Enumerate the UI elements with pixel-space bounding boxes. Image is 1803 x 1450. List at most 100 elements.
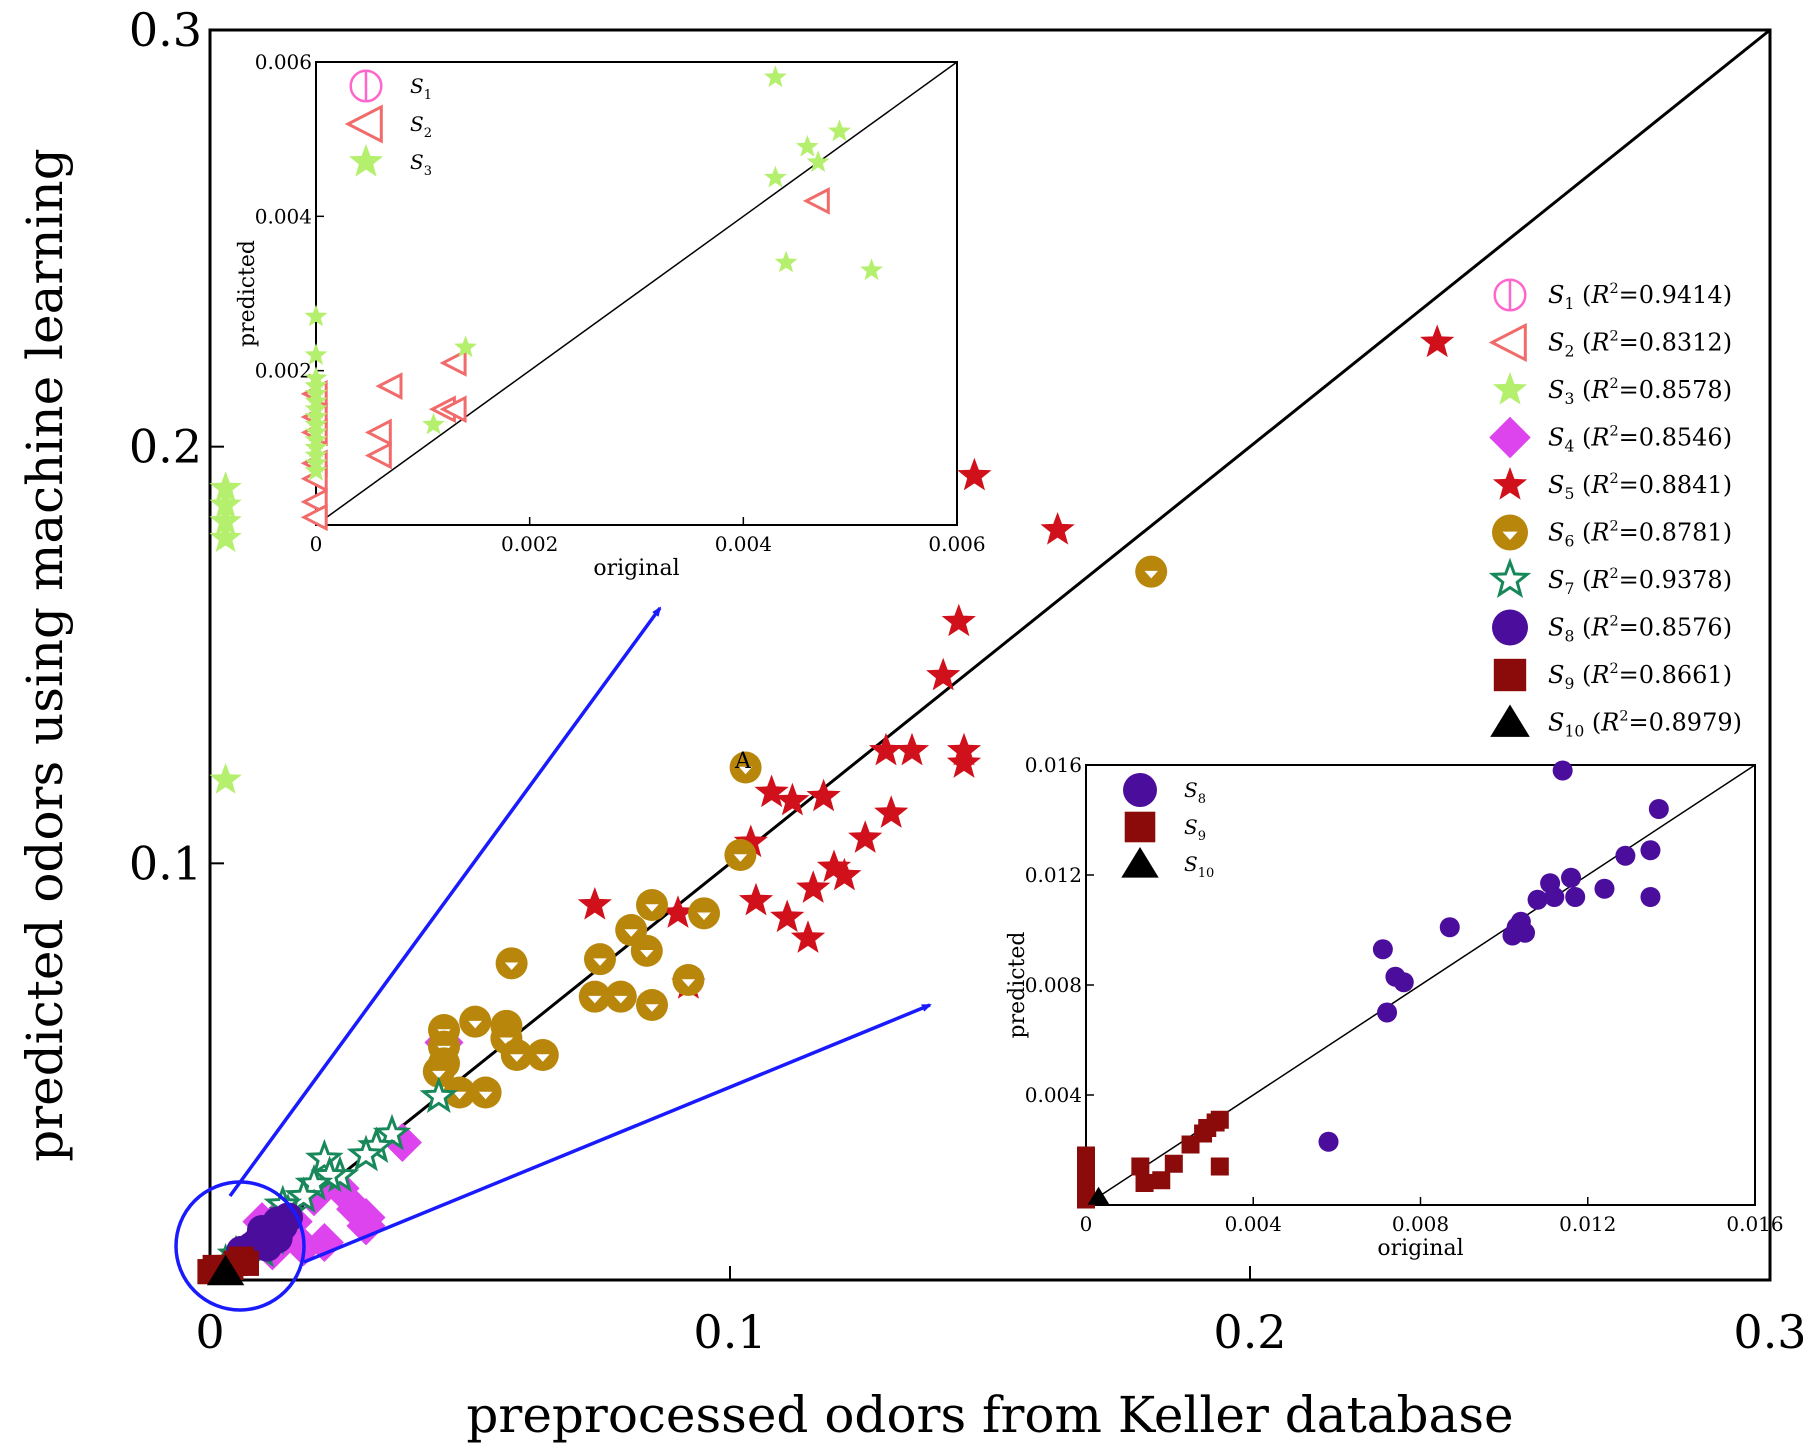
- point-s5: [874, 795, 909, 828]
- inset-point-s9: [1152, 1171, 1171, 1190]
- point-s3: [209, 488, 242, 519]
- point-s5: [738, 882, 774, 916]
- point-s7: [346, 1134, 386, 1172]
- inset-legend-label-s9: S9: [1184, 815, 1206, 844]
- inset-point-s8: [1615, 845, 1636, 866]
- annotation-a: A: [734, 749, 752, 774]
- point-s6: [526, 1039, 559, 1071]
- legend-marker-s4: [1489, 416, 1531, 459]
- inset-point-s8: [1640, 840, 1661, 861]
- inset-point-s8: [1393, 972, 1414, 993]
- inset-point-s8: [1648, 799, 1669, 819]
- legend-label-s1: S1 (R2=0.9414): [1548, 281, 1732, 313]
- point-s6: [636, 989, 668, 1021]
- point-s9: [233, 1250, 259, 1276]
- point-s5: [941, 603, 976, 637]
- x-tick-label: 0.1: [693, 1305, 766, 1359]
- point-s5: [775, 782, 810, 816]
- inset-point-s9: [1164, 1154, 1183, 1173]
- inset-x-tick-label: 0: [310, 532, 323, 556]
- inset-point-s8: [1377, 1002, 1398, 1023]
- point-s6: [604, 980, 637, 1013]
- inset-x-tick-label: 0.006: [928, 532, 985, 556]
- legend-label-s9: S9 (R2=0.8661): [1548, 661, 1732, 693]
- legend-marker-s3: [1492, 372, 1528, 405]
- inset-point-s3: [304, 459, 328, 481]
- point-s5: [868, 732, 904, 766]
- inset-legend-label-s1: S1: [410, 74, 432, 103]
- inset-point-s3: [860, 258, 883, 281]
- inset-point-s9: [1181, 1135, 1200, 1154]
- legend-label-s8: S8 (R2=0.8576): [1548, 614, 1732, 646]
- inset-point-s3: [304, 343, 328, 365]
- inset-identity-line: [315, 61, 958, 526]
- y-tick-label: 0.3: [129, 3, 202, 57]
- inset-y-tick-label: 0.012: [1025, 863, 1082, 887]
- inset-point-s8: [1552, 760, 1573, 781]
- legend-marker-s5: [1492, 467, 1528, 500]
- point-s3: [209, 521, 242, 553]
- point-s6: [729, 751, 762, 784]
- point-s5: [770, 899, 805, 933]
- point-s10: [206, 1254, 245, 1286]
- point-s5: [806, 778, 841, 812]
- point-s3: [209, 471, 242, 503]
- inset-x-tick-label: 0.002: [501, 532, 558, 556]
- inset-legend-marker-s9: [1124, 811, 1156, 843]
- point-s5: [577, 887, 612, 920]
- inset-point-s8: [1544, 887, 1565, 907]
- point-s6: [584, 943, 616, 976]
- point-s6: [1135, 555, 1168, 588]
- inset-y-tick-label: 0.004: [255, 204, 312, 228]
- legend-label-s6: S6 (R2=0.8781): [1548, 519, 1732, 551]
- point-s5: [790, 920, 826, 953]
- inset-point-s2: [364, 418, 392, 447]
- point-s6: [672, 964, 705, 996]
- inset-y-tick-label: 0.006: [255, 50, 312, 74]
- inset-y-tick-label: 0.004: [1025, 1083, 1082, 1107]
- point-s3: [209, 763, 242, 794]
- inset-point-s2: [439, 395, 467, 424]
- legend-label-s3: S3 (R2=0.8578): [1548, 376, 1732, 408]
- point-s5: [660, 895, 696, 928]
- inset-point-s3: [828, 119, 851, 142]
- inset-point-s8: [1594, 878, 1615, 899]
- inset-point-s3: [764, 65, 787, 88]
- inset-point-s8: [1372, 939, 1393, 960]
- inset-legend-marker-s3: [348, 144, 384, 177]
- point-s7: [419, 1076, 459, 1114]
- zoom-arrows: [174, 606, 932, 1312]
- legend-marker-s6: [1492, 514, 1528, 551]
- point-s6: [500, 1039, 533, 1071]
- inset-point-s2: [439, 349, 467, 377]
- inset-point-s3: [774, 250, 798, 273]
- inset-point-s3: [454, 335, 477, 358]
- point-s5: [754, 774, 789, 808]
- point-s5: [796, 870, 831, 903]
- x-tick-label: 0: [195, 1305, 224, 1359]
- inset-x-tick-label: 0.012: [1559, 1212, 1616, 1236]
- inset-point-s2: [300, 503, 328, 532]
- inset-point-s8: [1640, 887, 1661, 907]
- point-s5: [1040, 512, 1075, 545]
- inset-legend-marker-s8: [1123, 773, 1157, 807]
- inset-point-s3: [796, 134, 819, 157]
- x-tick-label: 0.2: [1213, 1305, 1286, 1359]
- inset-point-s2: [802, 187, 830, 215]
- inset-point-s3: [422, 412, 445, 435]
- y-tick-label: 0.1: [129, 836, 202, 890]
- point-s6: [469, 1076, 502, 1109]
- inset-y-tick-label: 0.016: [1025, 753, 1082, 777]
- inset-legend-label-s2: S2: [410, 112, 432, 141]
- inset-point-s9: [1210, 1157, 1229, 1176]
- point-s7: [305, 1138, 344, 1176]
- legend-label-s4: S4 (R2=0.8546): [1548, 424, 1732, 456]
- plot-frame: [208, 28, 1772, 1282]
- inset-point-s2: [375, 372, 403, 400]
- point-s6: [443, 1076, 476, 1109]
- inset-y-tick-label: 0.002: [255, 359, 312, 383]
- inset-x-tick-label: 0: [1080, 1212, 1093, 1236]
- inset-point-s10: [1087, 1186, 1110, 1205]
- arrow-to-bottom-inset: [303, 1003, 932, 1264]
- point-s5: [733, 824, 768, 858]
